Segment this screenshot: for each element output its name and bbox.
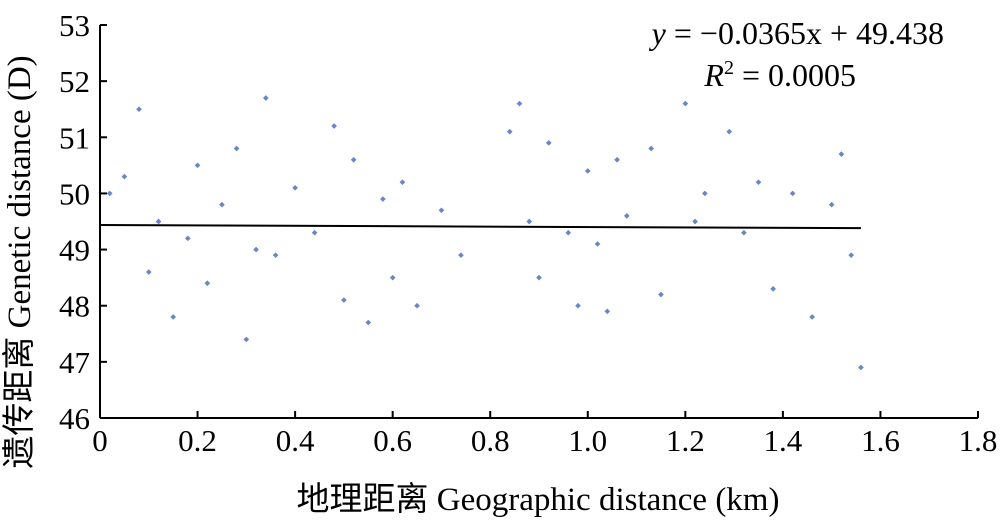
data-point (233, 145, 240, 152)
data-point (516, 100, 523, 107)
data-point (575, 302, 581, 309)
data-point (170, 314, 176, 320)
data-point (145, 269, 152, 275)
data-point (311, 229, 318, 236)
y-tick-label: 52 (59, 64, 90, 99)
data-point (692, 218, 698, 225)
x-tick-label: 0.2 (178, 423, 217, 458)
data-point (828, 201, 835, 208)
y-tick-label: 49 (59, 233, 90, 268)
data-point (438, 207, 445, 214)
data-point (755, 179, 762, 186)
regression-line (99, 223, 861, 230)
data-points (106, 95, 864, 371)
data-point (106, 190, 113, 197)
data-point (389, 274, 396, 281)
data-point (253, 246, 259, 253)
data-point (789, 190, 796, 197)
data-point (155, 218, 162, 225)
data-point (848, 252, 855, 259)
axes: 46 47 48 49 50 51 52 53 0 0.2 0.4 0.6 0.8 1.0 1.2 1.4 1.… (59, 8, 997, 458)
data-point (809, 314, 815, 320)
data-point (741, 229, 747, 236)
data-point (614, 156, 620, 163)
data-point (623, 213, 630, 219)
y-tick-label: 47 (59, 345, 90, 380)
data-point (194, 162, 201, 169)
data-point (341, 297, 347, 303)
data-point (594, 241, 601, 247)
data-point (136, 106, 142, 113)
x-axis-title: 地理距离 Geographic distance (km) (297, 481, 780, 518)
data-point (536, 274, 542, 281)
x-tick-label: 1.6 (861, 423, 900, 458)
data-point (331, 123, 337, 129)
data-point (263, 95, 269, 101)
data-point (399, 179, 406, 186)
data-point (458, 252, 464, 259)
data-point (243, 336, 250, 343)
x-tick-label: 0.4 (276, 423, 315, 458)
x-tick-label: 1.0 (568, 423, 607, 458)
x-tick-label: 1.4 (764, 423, 803, 458)
data-point (726, 128, 733, 135)
data-point (219, 201, 225, 208)
data-point (292, 184, 298, 191)
regression-equation: y = −0.0365x + 49.438 (649, 15, 944, 51)
data-point (272, 252, 279, 259)
y-tick-label: 50 (59, 176, 90, 211)
data-point (365, 319, 372, 326)
data-point (414, 302, 420, 309)
data-point (770, 286, 776, 292)
data-point (658, 291, 664, 298)
y-tick-label: 51 (59, 120, 90, 155)
data-point (526, 218, 533, 225)
data-point (545, 140, 552, 146)
data-point (204, 280, 211, 287)
data-point (584, 168, 591, 174)
data-point (604, 308, 611, 315)
x-tick-label: 1.2 (666, 423, 705, 458)
data-point (838, 151, 845, 157)
data-point (682, 100, 689, 107)
data-point (702, 190, 708, 197)
x-tick-label: 0.8 (471, 423, 510, 458)
y-tick-label: 53 (59, 8, 90, 43)
y-axis-title: 遗传距离 Genetic distance (D) (1, 55, 38, 468)
data-point (184, 235, 191, 242)
y-tick-label: 46 (59, 401, 90, 436)
x-tick-label: 1.8 (959, 423, 998, 458)
data-point (858, 364, 864, 371)
data-point (350, 156, 357, 163)
y-tick-label: 48 (59, 289, 90, 324)
data-point (565, 229, 572, 236)
data-point (380, 196, 386, 202)
x-tick-label: 0 (92, 423, 108, 458)
r-squared: R2 = 0.0005 (703, 57, 856, 93)
data-point (648, 145, 655, 152)
data-point (506, 128, 513, 135)
x-tick-label: 0.6 (373, 423, 412, 458)
data-point (121, 173, 128, 180)
